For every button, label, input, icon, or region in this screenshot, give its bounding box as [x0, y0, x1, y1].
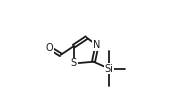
- Text: N: N: [93, 40, 101, 50]
- Text: Si: Si: [105, 64, 113, 74]
- Text: O: O: [46, 43, 53, 53]
- Text: S: S: [71, 58, 77, 68]
